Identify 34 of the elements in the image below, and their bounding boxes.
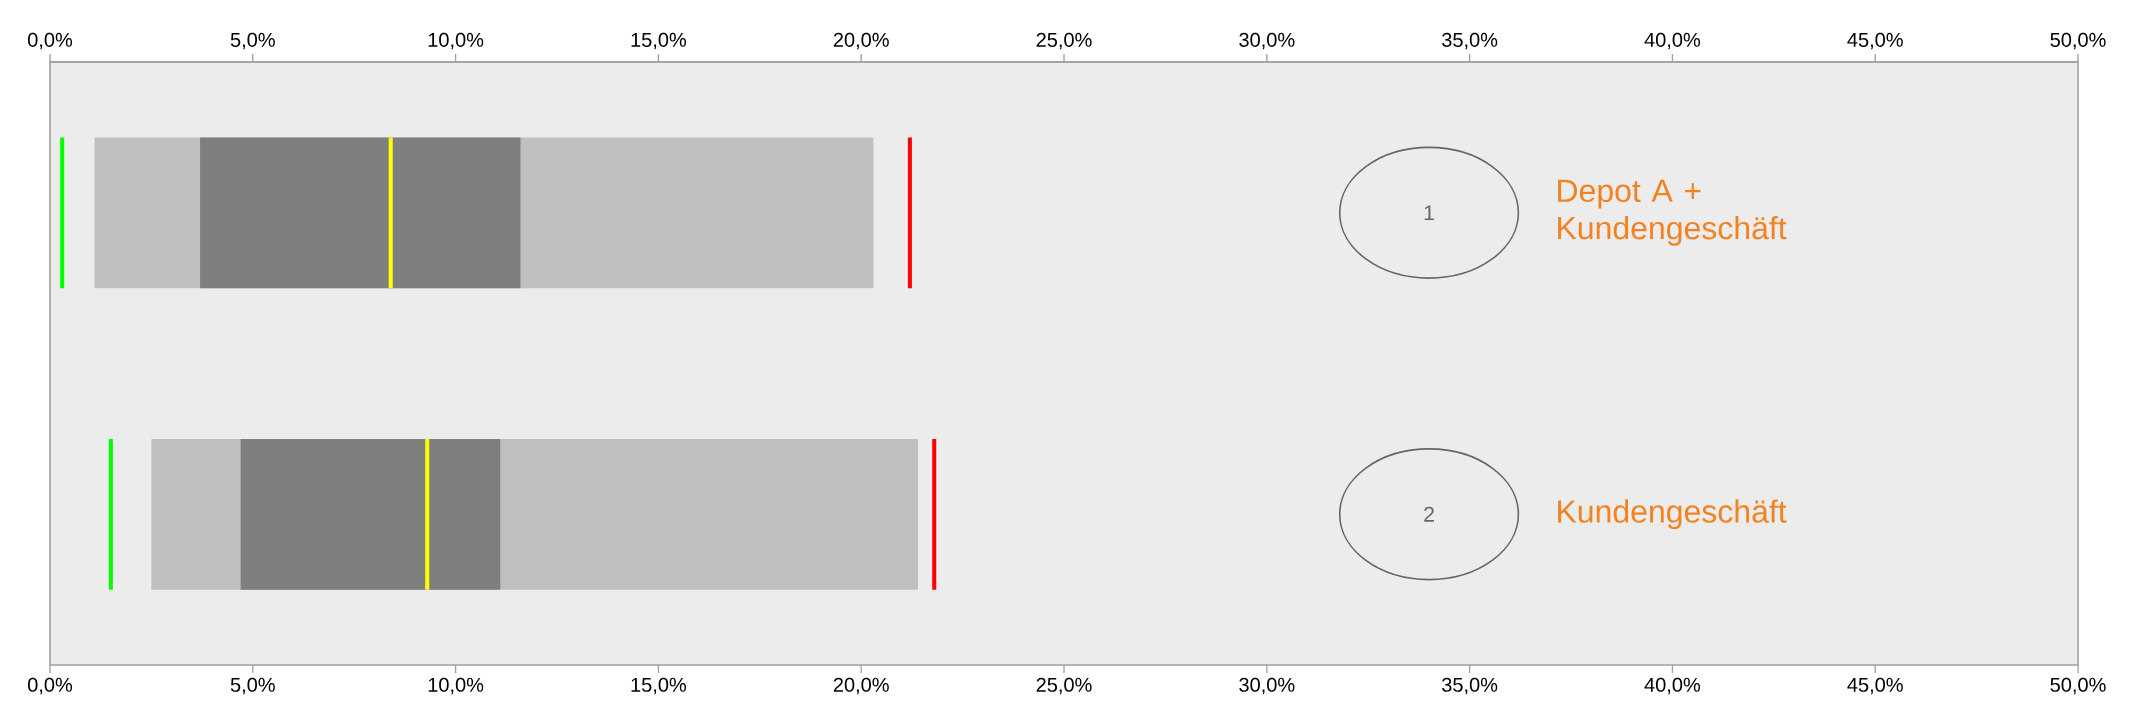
x-tick-label: 0,0%: [27, 677, 73, 695]
bar: [425, 438, 430, 590]
x2-tick-label: 5,0%: [230, 32, 275, 50]
x2-tick-label: 0,0%: [27, 32, 73, 50]
x2-tick-label: 10,0%: [428, 32, 484, 50]
bar: [932, 438, 937, 590]
bar: [108, 438, 113, 590]
bar: [907, 137, 912, 289]
x-tick-label: 30,0%: [1239, 677, 1295, 695]
y-tick-label: Kundengeschäft: [1558, 499, 1787, 530]
bar: [200, 137, 521, 289]
x-tick-label: 10,0%: [428, 677, 484, 695]
bar: [60, 137, 65, 289]
bar: [388, 137, 393, 289]
x2-tick-label: 20,0%: [833, 32, 889, 50]
x2-tick-label: 45,0%: [1847, 32, 1903, 50]
x2-tick-label: 15,0%: [631, 32, 687, 50]
x-tick-label: 45,0%: [1847, 677, 1903, 695]
x-tick-label: 20,0%: [833, 677, 889, 695]
y-tick-label: Depot A + Kundengeschäft: [1558, 179, 1787, 246]
x2-tick-label: 30,0%: [1239, 32, 1295, 50]
x-tick-label: 40,0%: [1644, 677, 1701, 695]
x2-tick-label: 50,0%: [2050, 32, 2106, 50]
annotation: 2: [1424, 506, 1434, 522]
bar: [240, 438, 501, 590]
x2-tick-label: 35,0%: [1442, 32, 1498, 50]
x-tick-label: 25,0%: [1036, 677, 1092, 695]
x2-tick-label: 25,0%: [1036, 32, 1092, 50]
x2-tick-label: 40,0%: [1644, 32, 1701, 50]
x-tick-label: 5,0%: [230, 677, 275, 695]
x-tick-label: 50,0%: [2050, 677, 2106, 695]
x-tick-label: 15,0%: [631, 677, 687, 695]
annotation: 1: [1424, 205, 1434, 221]
x-tick-label: 35,0%: [1442, 677, 1498, 695]
